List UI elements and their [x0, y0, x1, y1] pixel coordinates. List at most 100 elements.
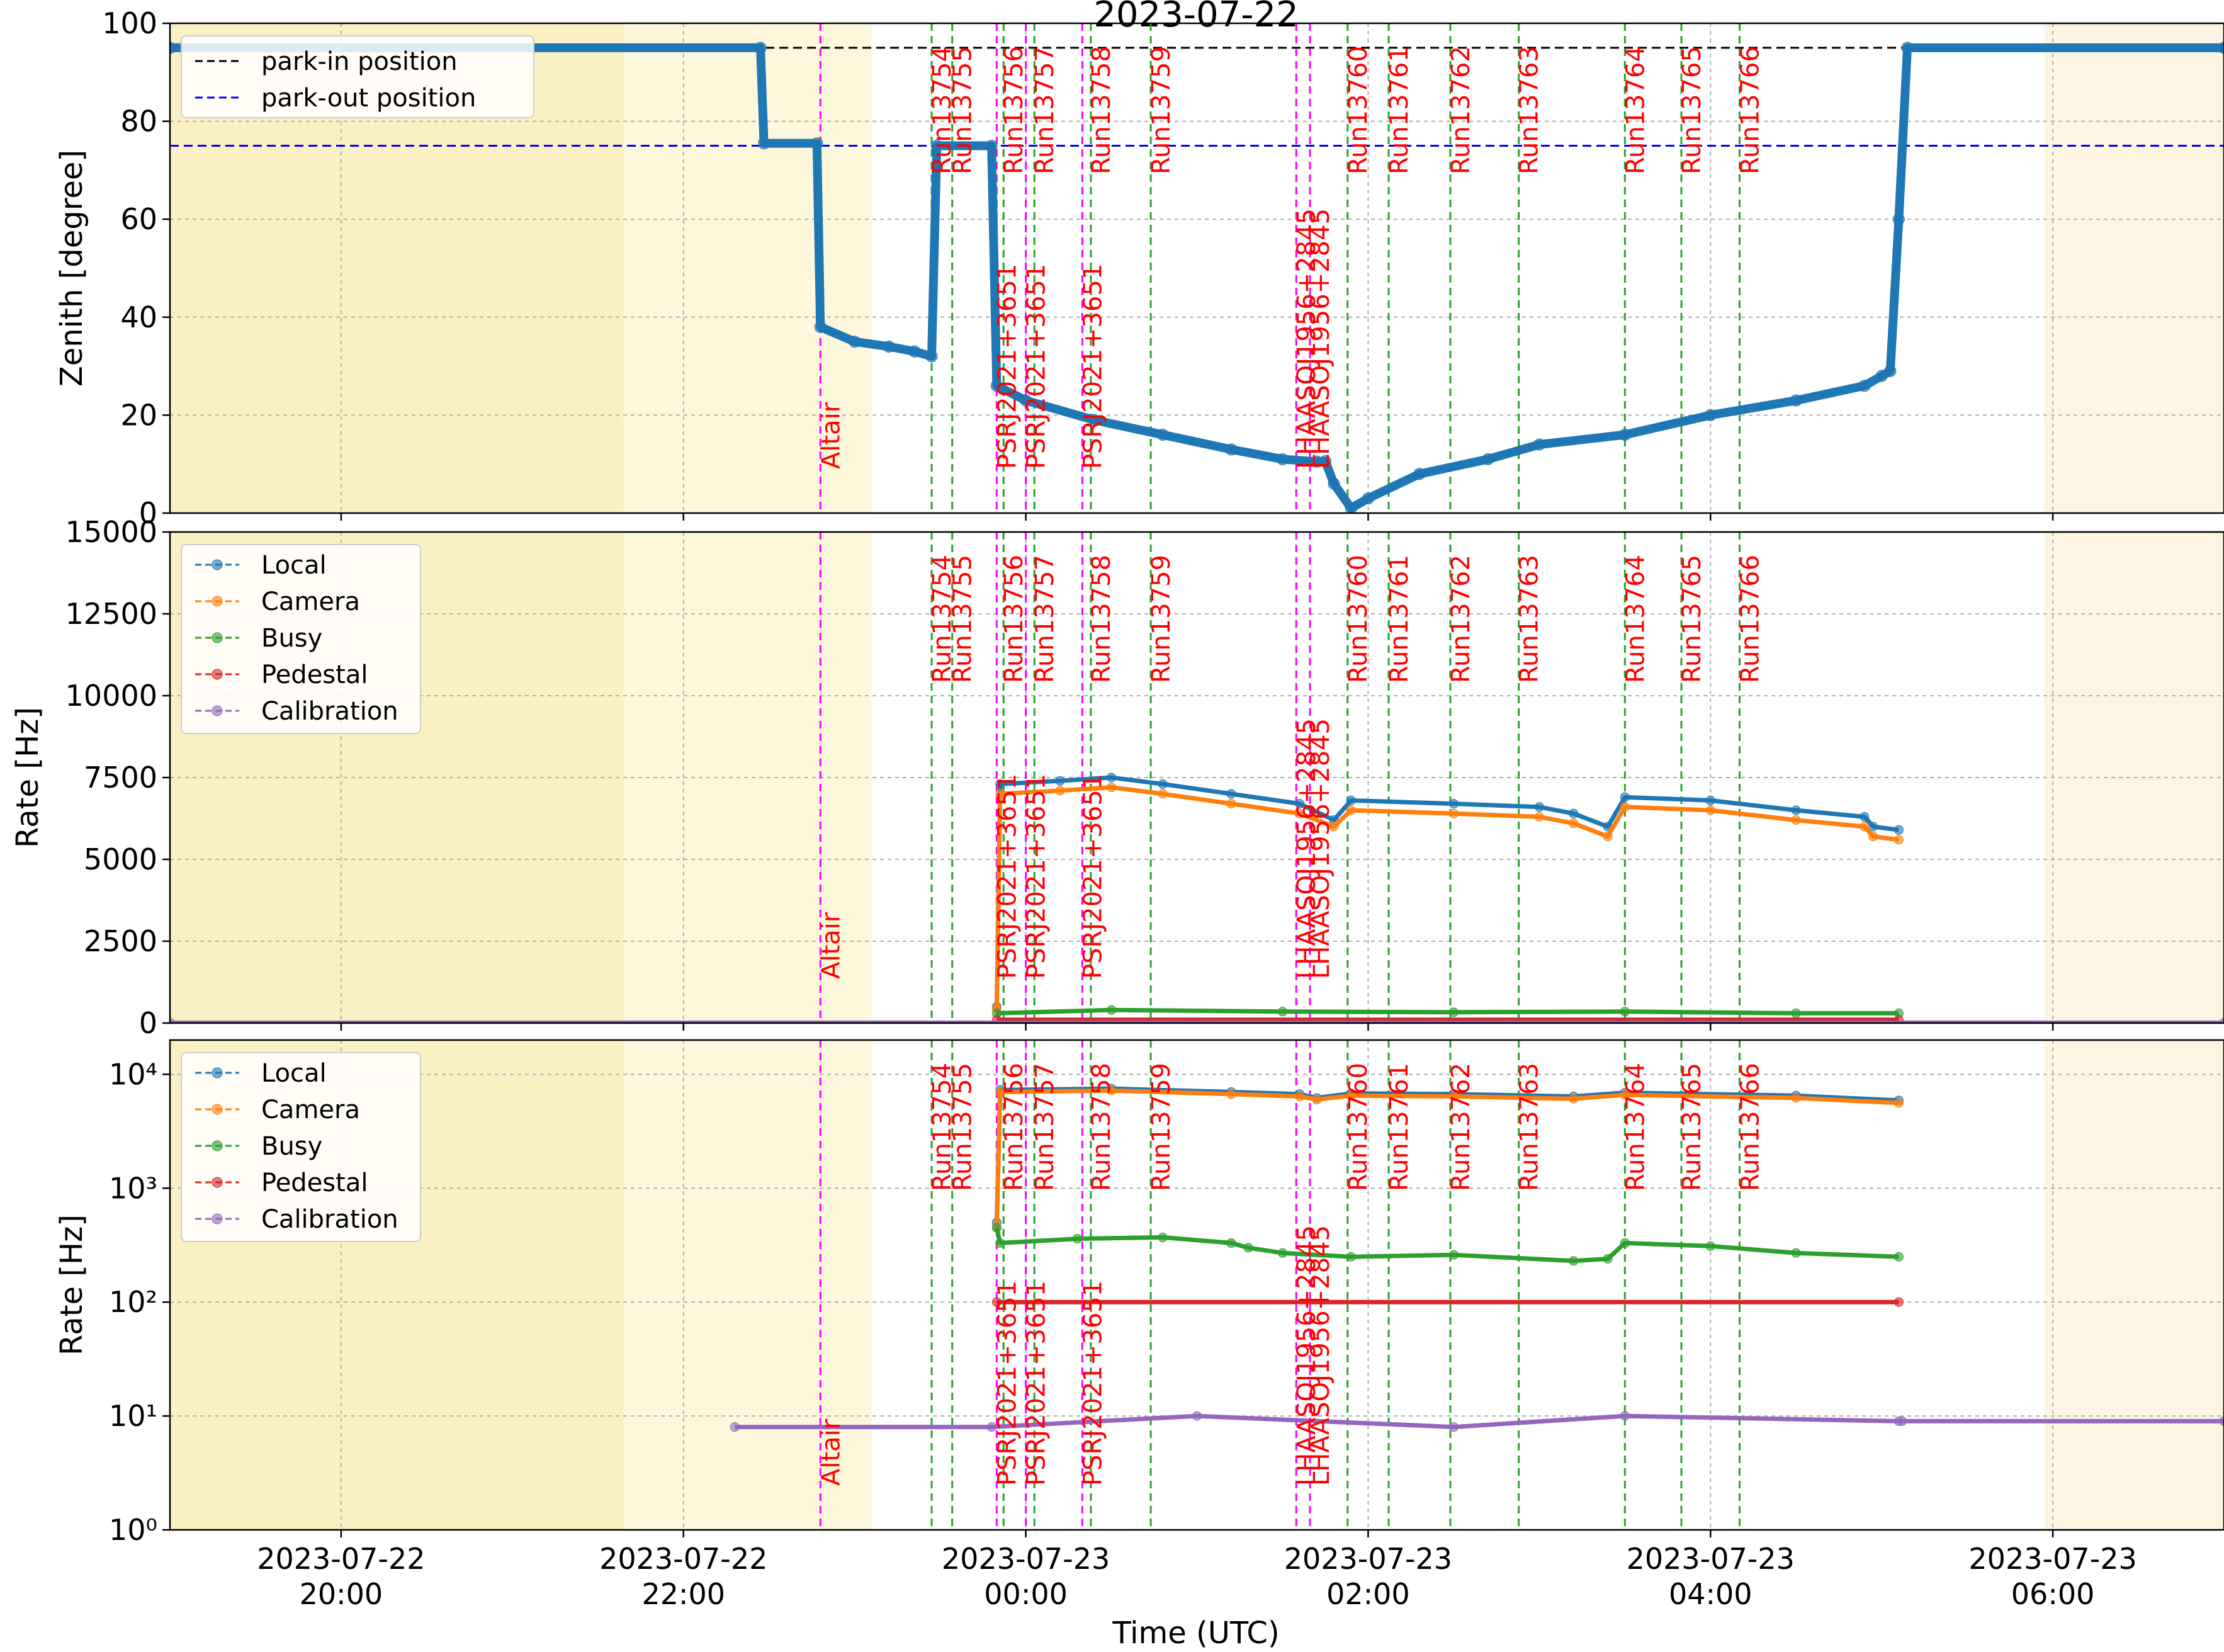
run-label: Run13757 — [1030, 555, 1059, 683]
run-label: Run13758 — [1087, 555, 1116, 683]
data-point — [849, 336, 861, 348]
data-point — [1158, 1232, 1168, 1242]
run-label: Run13755 — [949, 1063, 978, 1191]
data-point — [2219, 1416, 2224, 1426]
data-point — [1620, 1238, 1630, 1248]
data-point — [1860, 822, 1870, 832]
data-point — [995, 1238, 1005, 1248]
data-point — [1603, 832, 1613, 842]
legend-marker — [212, 596, 223, 607]
source-label: LHAASOJ1956+2845 — [1292, 1225, 1321, 1486]
x-tick-label-date: 2023-07-22 — [257, 1542, 425, 1576]
data-point — [1020, 394, 1032, 407]
data-point — [1894, 835, 1904, 845]
source-label: Altair — [816, 402, 845, 469]
x-tick-label-date: 2023-07-23 — [1968, 1542, 2137, 1576]
y-tick-label: 0 — [139, 1006, 157, 1040]
data-point — [1858, 380, 1871, 392]
legend-marker — [212, 1213, 223, 1225]
run-label: Run13766 — [1736, 555, 1764, 683]
data-point — [1569, 1256, 1579, 1266]
legend-marker — [212, 632, 223, 643]
data-point — [1603, 1253, 1613, 1264]
data-point — [883, 340, 895, 353]
data-point — [925, 350, 938, 363]
data-point — [1345, 502, 1357, 513]
run-label: Run13758 — [1087, 1063, 1116, 1191]
run-label: Run13763 — [1515, 1063, 1544, 1191]
data-point — [2218, 42, 2224, 54]
run-label: Run13759 — [1147, 555, 1176, 683]
y-tick-label: 40 — [120, 300, 157, 334]
twilight-band-1 — [623, 1040, 872, 1530]
data-point — [1226, 1089, 1236, 1099]
run-label: Run13764 — [1621, 1063, 1650, 1191]
source-label: PSRJ2021+3651 — [1022, 774, 1051, 979]
y-tick-label: 10³ — [109, 1171, 157, 1205]
data-point — [1055, 776, 1065, 786]
series-line-calibration — [735, 1413, 2224, 1430]
data-point — [1329, 822, 1339, 832]
data-point — [1413, 468, 1426, 480]
run-label: Run13757 — [1030, 1063, 1059, 1191]
run-label: Run13756 — [1000, 555, 1029, 683]
y-tick-label: 15000 — [65, 515, 157, 549]
x-tick-label-time: 22:00 — [641, 1577, 725, 1611]
y-tick-label: 2500 — [84, 924, 157, 958]
data-point — [1319, 455, 1331, 468]
data-point — [1277, 1248, 1287, 1258]
legend-entry: Local — [261, 551, 327, 580]
data-point — [1897, 1416, 1907, 1426]
data-point — [1107, 1085, 1117, 1095]
x-axis-ticks: 2023-07-2220:002023-07-2222:002023-07-23… — [257, 513, 2137, 1611]
data-point — [1894, 1297, 1904, 1307]
run-label: Run13756 — [1000, 1063, 1029, 1191]
data-point — [1790, 394, 1802, 407]
legend-entry: Pedestal — [261, 660, 368, 689]
x-tick-label-date: 2023-07-23 — [1284, 1542, 1452, 1576]
data-point — [1192, 1411, 1202, 1421]
data-point — [1618, 429, 1631, 441]
source-label: PSRJ2021+3651 — [1022, 1281, 1051, 1486]
run-label: Run13764 — [1621, 46, 1650, 174]
data-point — [1362, 492, 1374, 505]
source-label: PSRJ2021+3651 — [1078, 774, 1107, 979]
data-point — [1295, 808, 1305, 818]
data-point — [814, 320, 827, 333]
series-line-busy — [996, 1007, 1899, 1016]
run-label: Run13759 — [1147, 1063, 1176, 1191]
data-point — [990, 380, 1003, 392]
run-label: Run13766 — [1736, 1063, 1764, 1191]
data-point — [1448, 1007, 1459, 1017]
run-label: Run13760 — [1344, 555, 1373, 683]
data-point — [1243, 1243, 1253, 1253]
data-point — [1225, 443, 1238, 456]
y-tick-label: 10000 — [65, 679, 157, 713]
twilight-band-2 — [2044, 1040, 2224, 1530]
y-tick-label: 60 — [120, 202, 157, 236]
source-label: PSRJ2021+3651 — [1022, 264, 1051, 469]
legend-marker — [212, 559, 223, 570]
legend-entry: Camera — [261, 1095, 360, 1124]
run-label: Run13762 — [1447, 1063, 1476, 1191]
run-label: Run13755 — [949, 555, 978, 683]
twilight-band-1 — [623, 23, 872, 513]
data-point — [170, 42, 176, 54]
data-point — [1791, 805, 1801, 815]
source-label: PSRJ2021+3651 — [993, 264, 1022, 469]
run-label: Run13765 — [1678, 46, 1707, 174]
data-point — [1791, 1008, 1801, 1018]
data-point — [730, 1422, 740, 1432]
run-label: Run13760 — [1344, 46, 1373, 174]
data-point — [1346, 1252, 1356, 1262]
legend-entry: Camera — [261, 587, 360, 616]
run-label: Run13759 — [1147, 46, 1176, 174]
source-label: Altair — [816, 912, 845, 979]
x-tick-label-time: 02:00 — [1326, 1577, 1410, 1611]
data-point — [1705, 1241, 1715, 1251]
series-line-busy — [994, 1227, 1899, 1264]
legend-entry: park-in position — [261, 47, 458, 76]
data-point — [1295, 799, 1305, 809]
data-point — [1312, 1095, 1322, 1105]
data-point — [1226, 799, 1236, 809]
